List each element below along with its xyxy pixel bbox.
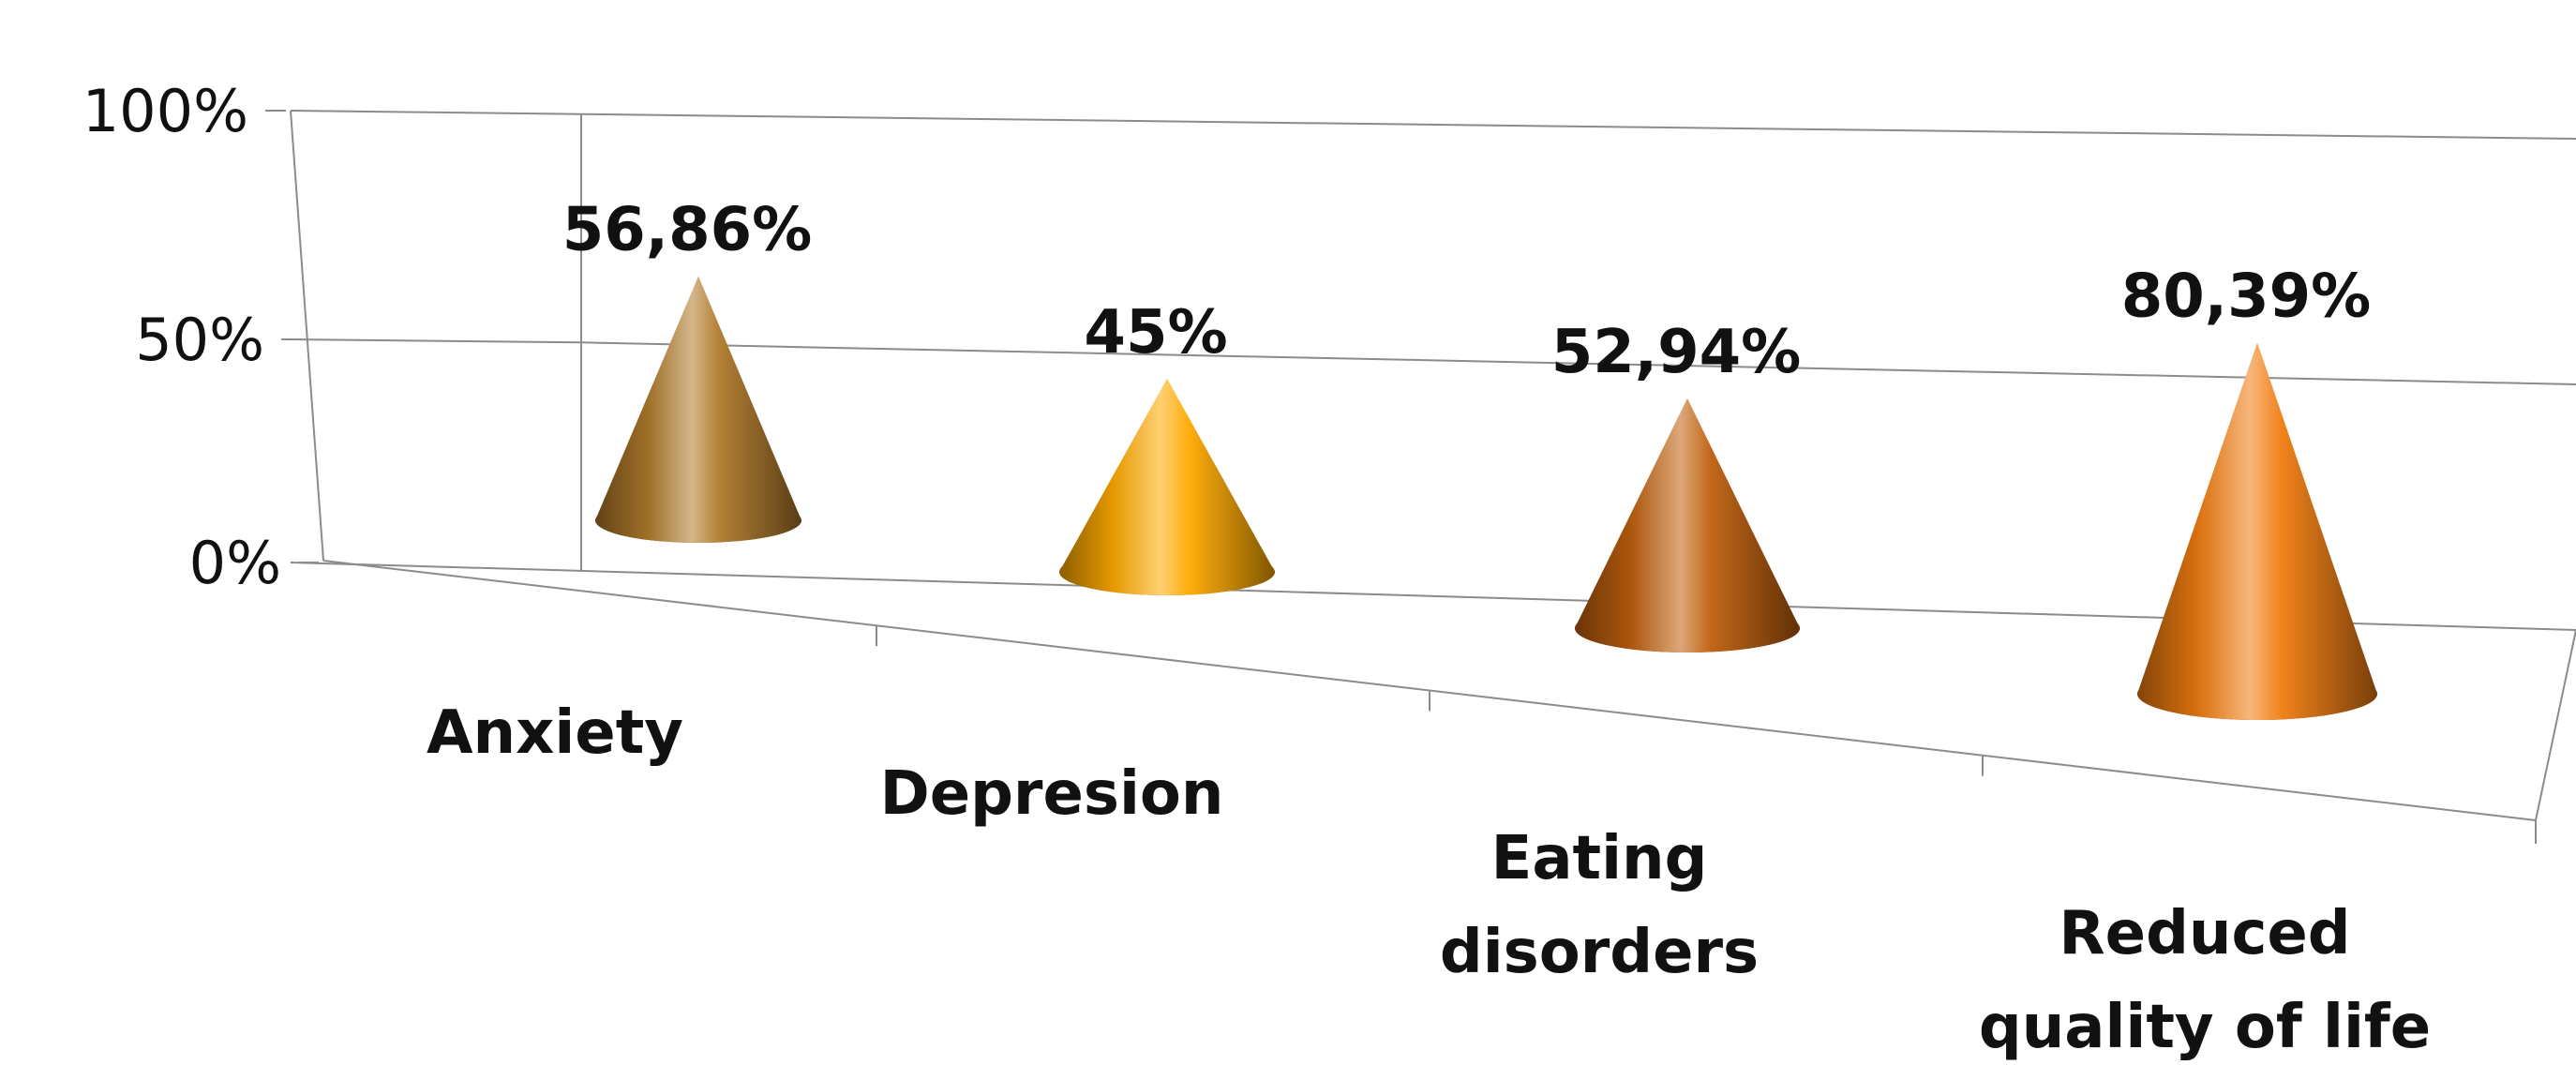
side-gridline	[290, 338, 582, 344]
category-label: Anxiety	[427, 698, 683, 768]
cone-mark	[1575, 398, 1800, 652]
category-label: Eating disorders	[1440, 824, 1759, 987]
cone-body	[1059, 378, 1275, 595]
floor-right-edge	[2535, 629, 2576, 821]
cone-body	[2137, 342, 2377, 720]
category-label: Reduced quality of life	[1979, 899, 2431, 1062]
y-tick-label: 0%	[189, 529, 281, 597]
y-tick-label: 100%	[82, 77, 248, 145]
data-label: 80,39%	[2121, 262, 2372, 331]
y-tick-label: 50%	[135, 306, 264, 374]
cone-body	[1575, 398, 1800, 652]
category-label: Depresion	[880, 759, 1224, 829]
side-gridline	[290, 110, 582, 115]
data-label: 52,94%	[1551, 318, 1802, 387]
chart-marks	[595, 276, 2377, 720]
data-label: 45%	[1084, 298, 1227, 368]
cone-body	[595, 276, 801, 543]
side-gridline	[290, 562, 582, 572]
gridline	[580, 341, 2576, 385]
cone-mark	[595, 276, 801, 543]
chart-axes	[265, 110, 2537, 844]
chart-labels: 0% 50% 100% 56,86% 45% 52,94% 80,39% Anxiety Dep…	[82, 77, 2431, 1062]
cone-mark	[1059, 378, 1275, 595]
data-label: 56,86%	[562, 196, 813, 265]
gridline	[580, 112, 2576, 140]
y-axis-line	[290, 110, 324, 562]
cone-mark	[2137, 342, 2377, 720]
